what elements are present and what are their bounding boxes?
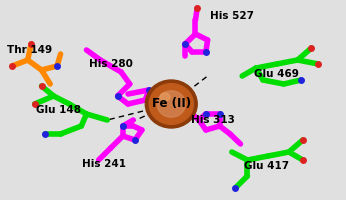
Text: Glu 469: Glu 469 <box>254 69 299 79</box>
Text: Glu 417: Glu 417 <box>244 161 289 171</box>
Text: Thr 149: Thr 149 <box>7 45 52 55</box>
Text: His 313: His 313 <box>191 115 235 125</box>
Text: His 527: His 527 <box>210 11 254 21</box>
Ellipse shape <box>157 91 185 117</box>
Ellipse shape <box>160 93 170 101</box>
Text: His 280: His 280 <box>89 59 133 69</box>
Text: Glu 148: Glu 148 <box>36 105 81 115</box>
Ellipse shape <box>145 80 197 128</box>
Ellipse shape <box>149 84 193 124</box>
Text: Fe (II): Fe (II) <box>152 98 191 110</box>
Text: His 241: His 241 <box>82 159 126 169</box>
